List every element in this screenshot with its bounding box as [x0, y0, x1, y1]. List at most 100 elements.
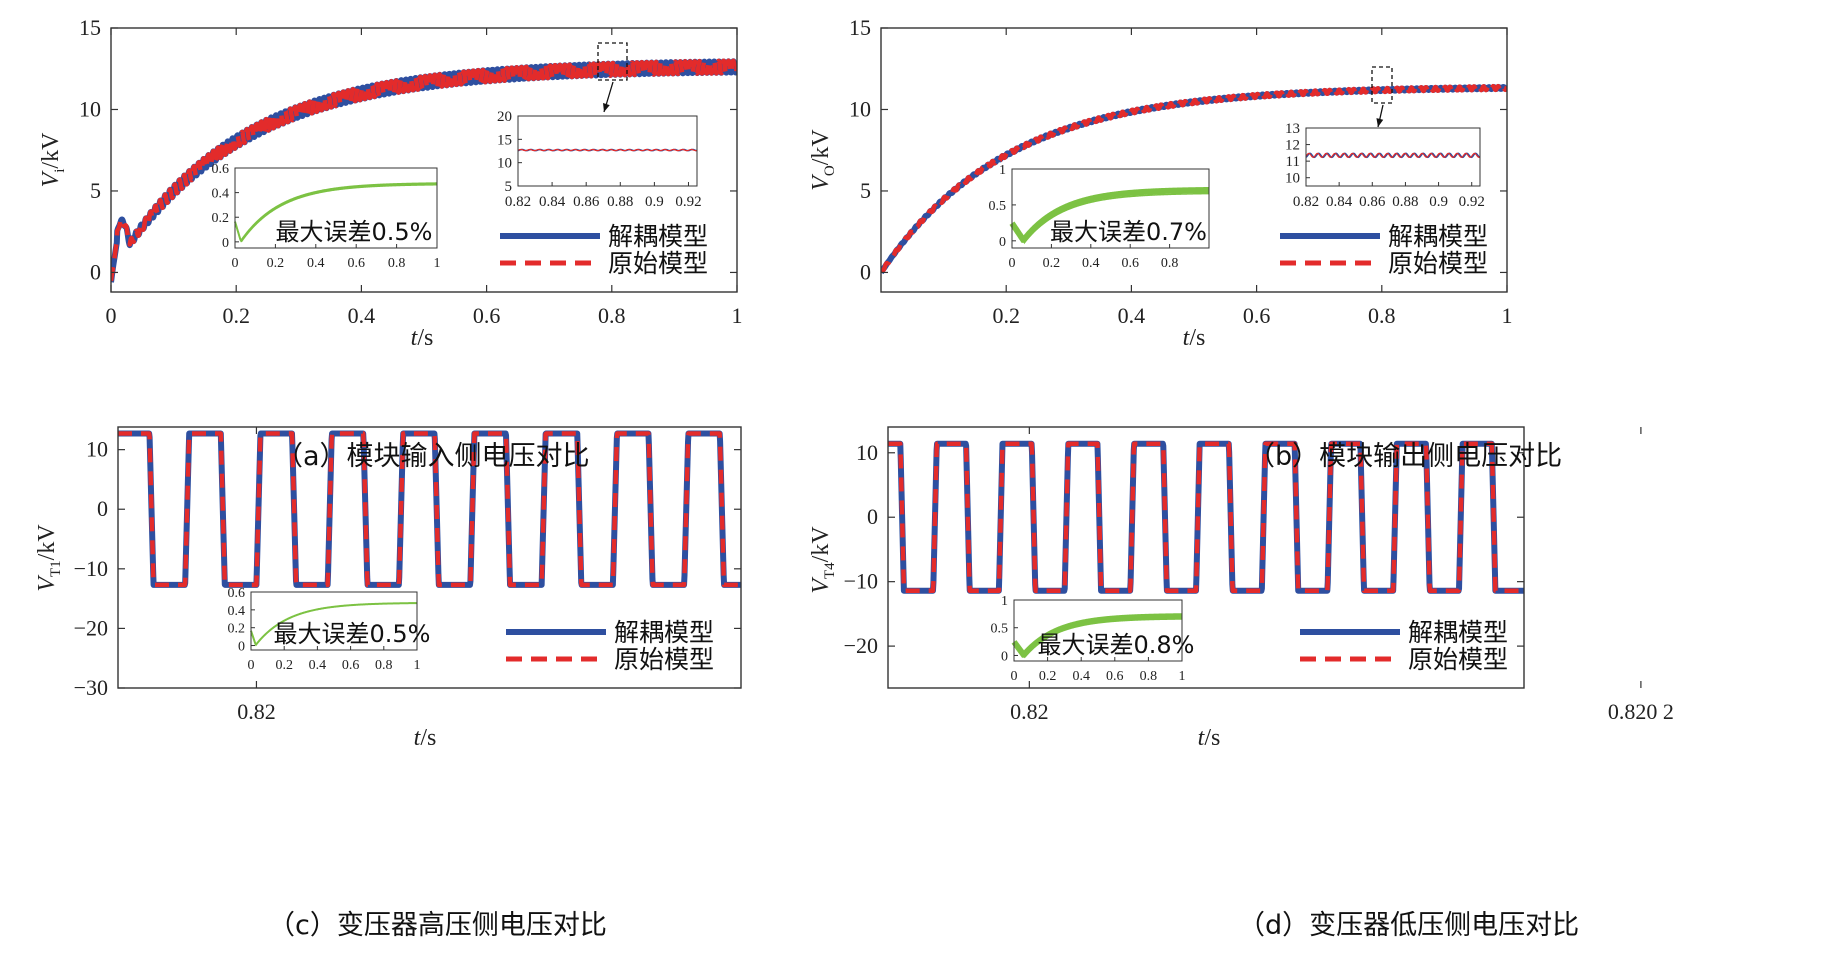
y-tick-label: 15 [849, 15, 871, 40]
plot-frame [880, 27, 1508, 293]
y-axis-symbol: V [808, 174, 834, 191]
x-tick-label: 1 [1502, 303, 1513, 328]
zoom-y-tick-label: 12 [1285, 138, 1300, 154]
error-y-tick-label: 0.5 [989, 199, 1007, 214]
x-axis-label: t/s [1183, 325, 1206, 351]
zoom-y-tick-label: 20 [497, 109, 512, 125]
error-y-tick-label: 1 [1001, 594, 1008, 609]
zoom-inset-frame [517, 115, 698, 187]
y-tick-label: 10 [849, 96, 871, 121]
y-tick-label: −20 [74, 615, 108, 640]
zoom-y-tick-label: 10 [1285, 171, 1300, 187]
y-tick-label: 0 [867, 504, 878, 529]
y-tick-label: 15 [79, 15, 101, 40]
zoom-x-tick-label: 0.88 [1392, 194, 1418, 210]
caption-c: （c）变压器高压侧电压对比 [268, 910, 607, 941]
legend-label-original: 原始模型 [1408, 645, 1508, 674]
y-tick-label: 5 [860, 178, 871, 203]
x-axis-unit: /s [417, 325, 433, 351]
legend-label-original: 原始模型 [614, 645, 714, 674]
y-axis-unit: /kV [808, 129, 834, 166]
error-y-tick-label: 0.6 [212, 162, 230, 177]
error-x-tick-label: 0 [1009, 256, 1016, 271]
zoom-x-tick-label: 0.9 [645, 194, 664, 210]
plot-frame [887, 426, 1525, 689]
error-x-tick-label: 0.8 [375, 658, 393, 673]
error-x-tick-label: 0.4 [309, 658, 327, 673]
error-x-tick-label: 0.6 [1121, 256, 1139, 271]
error-y-tick-label: 0 [999, 235, 1006, 250]
error-x-tick-label: 1 [414, 658, 421, 673]
x-axis-unit: /s [420, 725, 436, 751]
zoom-x-tick-label: 0.82 [505, 194, 531, 210]
series-line-original [888, 441, 1524, 593]
error-inset-bg [235, 168, 437, 248]
x-tick-label: 1 [732, 303, 743, 328]
error-y-tick-label: 0.2 [212, 211, 230, 226]
zoom-x-tick-label: 0.82 [1293, 194, 1319, 210]
x-axis-unit: /s [1189, 325, 1205, 351]
error-x-tick-label: 0.2 [1043, 256, 1061, 271]
zoom-x-tick-label: 0.86 [1359, 194, 1386, 210]
y-tick-label: 10 [79, 96, 101, 121]
error-y-tick-label: 1 [999, 163, 1006, 178]
y-axis-subscript: T1 [48, 560, 64, 577]
error-x-tick-label: 0.6 [1106, 669, 1124, 684]
zoom-x-tick-label: 0.86 [573, 194, 600, 210]
zoom-x-tick-label: 0.88 [607, 194, 633, 210]
error-inset: 0 0.2 0.4 0.6 0.8 1 0 0.2 0.4 0.6 最大误差0.5% [212, 162, 441, 271]
max-error-label: 最大误差0.7% [1050, 218, 1207, 246]
y-axis-symbol: V [34, 575, 60, 592]
zoom-x-tick-label: 0.92 [1459, 194, 1485, 210]
error-y-tick-label: 0 [222, 236, 229, 251]
series-line-original [118, 431, 741, 588]
legend-label-decoupled: 解耦模型 [608, 222, 708, 251]
zoom-region-box [597, 42, 628, 81]
series-line-original [881, 83, 1507, 273]
x-tick-label: 0.4 [1118, 303, 1146, 328]
x-tick-label: 0 [106, 303, 117, 328]
y-tick-label: 0 [860, 259, 871, 284]
error-inset-frame [234, 167, 438, 249]
caption-b: （b）模块输出侧电压对比 [1248, 441, 1563, 472]
error-x-tick-label: 0.4 [1072, 669, 1090, 684]
y-axis-subscript: T4 [822, 562, 838, 579]
x-axis-symbol: t [411, 325, 419, 351]
error-x-tick-label: 1 [434, 256, 441, 271]
error-y-tick-label: 0.5 [991, 622, 1009, 637]
y-tick-label: −10 [844, 569, 878, 594]
legend-label-original: 原始模型 [1388, 249, 1488, 278]
zoom-region-box [1371, 66, 1393, 104]
max-error-label: 最大误差0.8% [1038, 631, 1195, 659]
x-tick-label: 0.82 [1010, 699, 1049, 724]
error-inset: 0 0.2 0.4 0.6 0.8 1 0 0.2 0.4 0.6 最大误差0.5% [228, 586, 431, 673]
x-axis-label: t/s [414, 725, 437, 751]
error-x-tick-label: 0 [248, 658, 255, 673]
error-curve [234, 182, 437, 243]
error-inset-frame [1013, 599, 1183, 662]
y-tick-label: 0 [90, 259, 101, 284]
y-axis-subscript: i [52, 169, 68, 173]
zoom-arrow-head [1376, 118, 1384, 127]
zoom-y-tick-label: 13 [1285, 121, 1300, 137]
y-tick-label: −30 [74, 675, 108, 700]
legend-label-decoupled: 解耦模型 [1388, 222, 1488, 251]
error-inset-frame [250, 591, 418, 651]
x-axis-symbol: t [1198, 725, 1206, 751]
x-tick-label: 0.6 [1243, 303, 1271, 328]
y-tick-label: 0 [97, 496, 108, 521]
caption-d: （d）变压器低压侧电压对比 [1238, 910, 1580, 941]
y-tick-label: −10 [74, 556, 108, 581]
zoom-y-tick-label: 10 [497, 156, 512, 172]
legend-label-original: 原始模型 [608, 249, 708, 278]
x-tick-label: 0.6 [473, 303, 501, 328]
x-tick-label: 0.820 2 [1608, 699, 1674, 724]
y-axis-label: VT1/kV [34, 524, 64, 592]
max-error-label: 最大误差0.5% [276, 218, 433, 246]
error-y-tick-label: 0 [1001, 649, 1008, 664]
error-x-tick-label: 0.4 [1082, 256, 1100, 271]
